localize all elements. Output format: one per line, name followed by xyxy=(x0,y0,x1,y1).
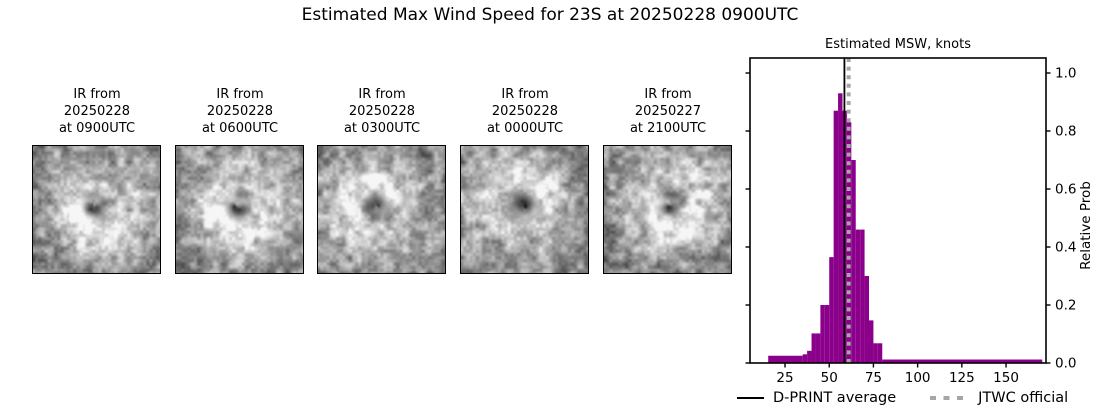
histogram-title: Estimated MSW, knots xyxy=(825,37,971,52)
ir-image-canvas xyxy=(318,146,445,273)
histogram-bar xyxy=(807,350,812,363)
y-tick-label: 0.4 xyxy=(1055,240,1076,256)
x-tick-label: 150 xyxy=(993,370,1019,386)
ir-caption: IR from 20250228 at 0900UTC xyxy=(58,87,136,136)
histogram-bar xyxy=(815,333,821,363)
histogram-bar xyxy=(838,93,843,364)
histogram-bar xyxy=(820,305,825,363)
legend-label-jtwc: JTWC official xyxy=(978,390,1069,406)
y-tick-label: 1.0 xyxy=(1055,66,1076,82)
y-tick-label: 0.8 xyxy=(1055,124,1076,140)
ir-panel xyxy=(603,145,732,274)
histogram-bar xyxy=(829,257,834,363)
ir-panel xyxy=(32,145,161,274)
legend-label-dprint: D-PRINT average xyxy=(773,390,897,406)
histogram-bar xyxy=(833,110,839,363)
ir-caption: IR from 20250227 at 2100UTC xyxy=(629,87,707,136)
histogram-bar xyxy=(846,122,852,363)
histogram-bar xyxy=(768,355,803,363)
ir-image-canvas xyxy=(176,146,303,273)
ir-panel xyxy=(460,145,589,274)
histogram-bar xyxy=(855,229,861,363)
ir-caption: IR from 20250228 at 0300UTC xyxy=(343,87,421,136)
legend-dash-swatch xyxy=(930,395,970,401)
histogram-bar xyxy=(882,359,1043,363)
ir-image-canvas xyxy=(461,146,588,273)
histogram-bar xyxy=(864,276,869,363)
histogram-bar xyxy=(802,354,808,363)
histogram-svg: 25 50 75 100 125 150 0.0 0.2 0.4 0.6 0.8 1.0 Relativ… xyxy=(745,57,1094,386)
ir-image-canvas xyxy=(33,146,160,273)
histogram-bar xyxy=(873,343,878,363)
y-tick-label: 0.0 xyxy=(1055,356,1076,372)
ir-caption: IR from 20250228 at 0000UTC xyxy=(486,87,564,136)
y-tick-label: 0.6 xyxy=(1055,182,1076,198)
ir-caption: IR from 20250228 at 0600UTC xyxy=(201,87,279,136)
ir-panel xyxy=(175,145,304,274)
x-tick-label: 75 xyxy=(865,370,882,386)
ir-panel xyxy=(317,145,446,274)
ir-image-canvas xyxy=(604,146,731,273)
x-tick-label: 50 xyxy=(821,370,838,386)
x-tick-label: 25 xyxy=(776,370,793,386)
histogram-bar xyxy=(811,333,816,363)
histogram-bar xyxy=(877,343,883,363)
y-tick-label: 0.2 xyxy=(1055,298,1076,314)
figure-title: Estimated Max Wind Speed for 23S at 2025… xyxy=(301,5,799,25)
histogram-bar xyxy=(824,305,830,363)
histogram-bar xyxy=(869,320,874,363)
histogram-bar xyxy=(851,160,856,363)
histogram-bar xyxy=(860,229,865,363)
legend: D-PRINT average JTWC official xyxy=(737,389,1068,407)
y-axis-label: Relative Prob xyxy=(1078,181,1094,270)
legend-line-swatch xyxy=(737,397,764,399)
x-tick-label: 100 xyxy=(905,370,931,386)
x-tick-label: 125 xyxy=(949,370,975,386)
axes-box xyxy=(749,57,1047,364)
